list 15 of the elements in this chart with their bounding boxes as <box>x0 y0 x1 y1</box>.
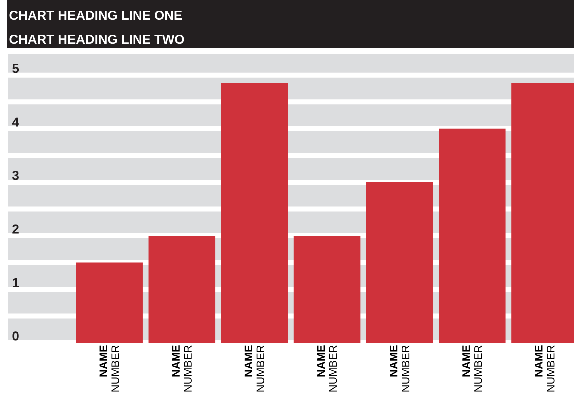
y-tick-label: 1 <box>13 278 20 288</box>
x-tick-label: NAME NUMBER <box>390 346 410 392</box>
x-tick-label: NAME NUMBER <box>317 346 338 392</box>
chart-subtitle: CHART HEADING LINE TWO <box>10 34 184 44</box>
y-tick-label: 5 <box>12 64 20 74</box>
y-tick-label: 4 <box>12 118 20 127</box>
x-tick-label: NAME NUMBER <box>172 346 192 392</box>
x-tick-label: NAME NUMBER <box>244 346 265 392</box>
y-tick-label: 3 <box>12 171 19 180</box>
x-tick-label: NAME NUMBER <box>100 346 120 392</box>
x-tick-label: NAME NUMBER <box>535 346 555 392</box>
x-tick-label: NAME NUMBER <box>462 346 482 392</box>
chart-title: CHART HEADING LINE ONE <box>10 10 182 20</box>
y-tick-label: 2 <box>12 224 19 234</box>
y-tick-label: 0 <box>12 332 19 341</box>
